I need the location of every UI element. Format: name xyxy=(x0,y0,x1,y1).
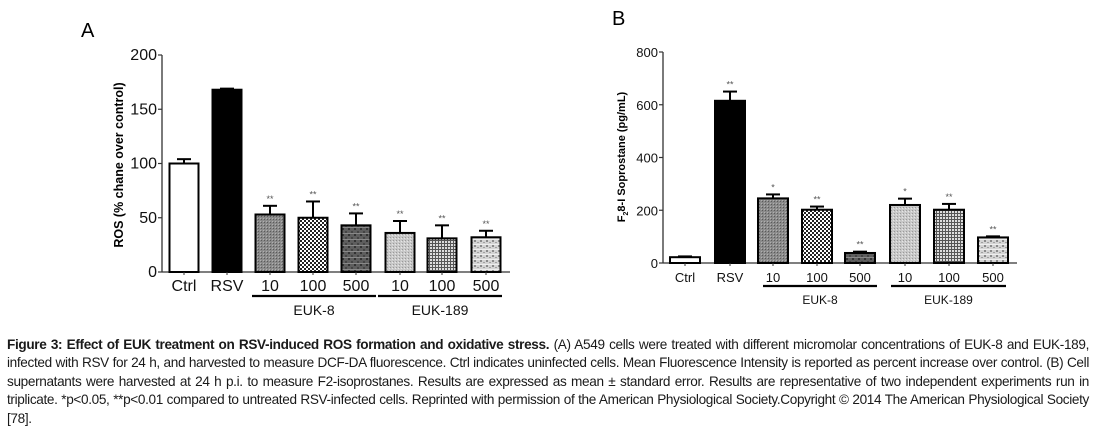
panel-b-y-label-main: F xyxy=(616,215,628,222)
y-tick-label: 200 xyxy=(636,203,658,218)
group-label: EUK-189 xyxy=(924,293,973,307)
x-tick-label: 500 xyxy=(982,270,1004,285)
bar xyxy=(168,162,200,273)
group-label: EUK-8 xyxy=(293,302,334,318)
significance-label: ** xyxy=(945,192,953,202)
bar xyxy=(384,231,416,274)
bar xyxy=(470,236,502,273)
bar xyxy=(340,224,372,273)
panel-a-x-labels: Ctrl RSV 10 100 500 10 100 500 xyxy=(172,278,500,295)
y-tick-label: 0 xyxy=(651,256,658,271)
bar xyxy=(757,197,789,265)
y-tick-label: 50 xyxy=(139,210,157,227)
panel-b-x-labels: Ctrl RSV 10 100 500 10 100 500 xyxy=(675,270,1004,285)
bar xyxy=(211,88,243,273)
y-tick-label: 400 xyxy=(636,151,658,166)
significance-label: * xyxy=(903,187,907,197)
x-tick-label: 500 xyxy=(473,278,500,295)
panel-b-bars: ************ xyxy=(669,80,1009,266)
x-tick-label: Ctrl xyxy=(172,278,197,295)
y-tick-label: 100 xyxy=(130,156,157,173)
y-tick-label: 0 xyxy=(148,264,157,281)
x-tick-label: 100 xyxy=(806,270,828,285)
panel-a-group-labels: EUK-8 EUK-189 xyxy=(252,294,502,318)
significance-label: ** xyxy=(266,194,274,204)
y-tick-label: 800 xyxy=(636,45,658,60)
bar xyxy=(977,236,1009,264)
panel-a-bars: ** ** ** ** ** ** xyxy=(168,87,502,275)
group-label: EUK-8 xyxy=(802,293,838,307)
significance-label: ** xyxy=(726,80,734,90)
bar xyxy=(889,203,921,265)
x-tick-label: 500 xyxy=(849,270,871,285)
x-tick-label: 100 xyxy=(300,278,327,295)
y-tick-label: 600 xyxy=(636,98,658,113)
x-tick-label: 10 xyxy=(766,270,780,285)
x-tick-label: 100 xyxy=(938,270,960,285)
x-tick-label: Ctrl xyxy=(675,270,695,285)
y-tick-label: 200 xyxy=(130,47,157,64)
significance-label: ** xyxy=(396,209,404,219)
x-tick-label: 10 xyxy=(898,270,912,285)
caption-title: Figure 3: Effect of EUK treatment on RSV… xyxy=(7,337,550,352)
significance-label: ** xyxy=(352,201,360,211)
caption-text: (A) A549 cells were treated with differe… xyxy=(7,337,1089,426)
bar xyxy=(254,213,286,273)
group-label: EUK-189 xyxy=(412,302,469,318)
bar xyxy=(669,256,701,265)
x-tick-label: RSV xyxy=(717,270,744,285)
panel-a-y-axis-label: ROS (% chane over control) xyxy=(112,82,126,247)
bar xyxy=(714,99,746,264)
x-tick-label: 10 xyxy=(261,278,279,295)
bar xyxy=(844,251,876,264)
x-tick-label: 10 xyxy=(391,278,409,295)
panel-a-letter: A xyxy=(81,20,95,42)
x-tick-label: 100 xyxy=(429,278,456,295)
significance-label: ** xyxy=(482,219,490,229)
bar xyxy=(801,208,833,265)
x-tick-label: RSV xyxy=(211,278,244,295)
panel-b-letter: B xyxy=(612,8,625,30)
significance-label: ** xyxy=(989,224,997,234)
y-tick-label: 150 xyxy=(130,101,157,118)
panel-b-y-axis-label: F28-I Soprostane (pg/mL) xyxy=(616,91,630,222)
panel-b-y-label-rest: 8-I Soprostane (pg/mL) xyxy=(616,91,628,211)
significance-label: ** xyxy=(438,213,446,223)
bar xyxy=(933,208,965,265)
bar xyxy=(297,216,329,273)
panel-a-chart: A 0 50 100 150 200 ** ** ** ** ** ** Ctrl RSV 10 100… xyxy=(81,20,510,318)
panel-b-y-label-subscript: 2 xyxy=(623,211,630,215)
x-tick-label: 500 xyxy=(343,278,370,295)
significance-label: ** xyxy=(309,189,317,199)
significance-label: * xyxy=(771,182,775,192)
figure-caption: Figure 3: Effect of EUK treatment on RSV… xyxy=(7,336,1089,428)
significance-label: ** xyxy=(813,195,821,205)
bar xyxy=(426,237,458,274)
significance-label: ** xyxy=(856,240,864,250)
panel-b-group-labels: EUK-8 EUK-189 xyxy=(763,284,1006,307)
